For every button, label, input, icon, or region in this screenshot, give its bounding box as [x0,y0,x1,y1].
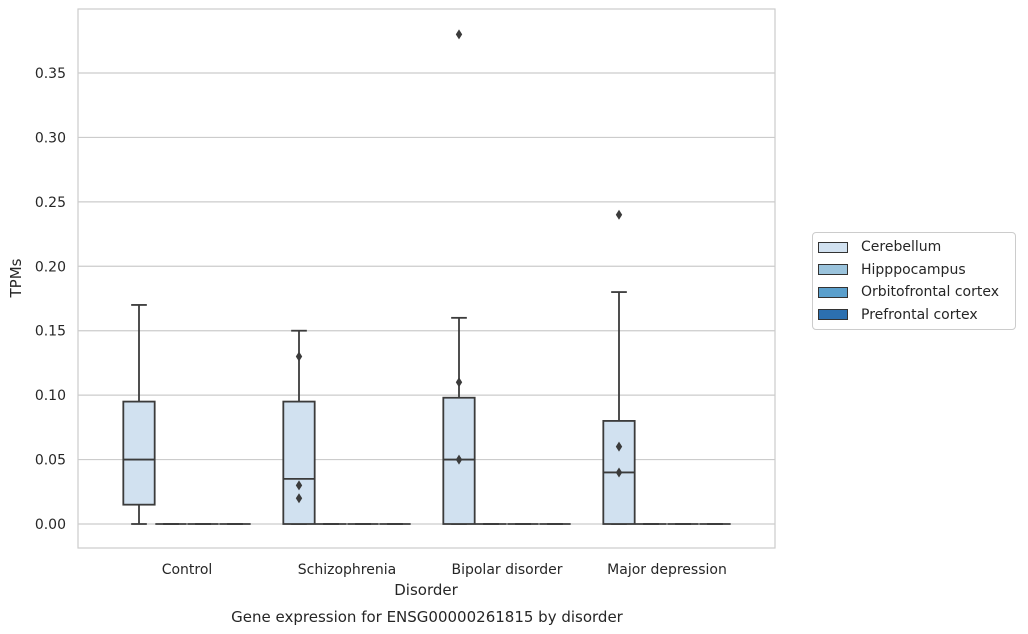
y-tick-label: 0.25 [35,195,66,211]
box-body [122,400,156,506]
legend-swatch [818,286,848,298]
y-axis-label: TPMs [7,258,25,298]
outlier-point [295,493,303,504]
box-layer [122,29,731,525]
x-tick-label: Bipolar disorder [451,562,562,578]
legend-swatch [818,241,848,253]
box-0-3 [602,209,636,525]
x-tick-label: Control [162,562,213,578]
x-tick-label: Schizophrenia [298,562,396,578]
outlier-point [455,29,463,40]
legend-swatch [818,309,848,321]
box-0-1 [282,329,316,525]
legend-label: Hipppocampus [861,261,966,278]
y-tick-label: 0.35 [35,66,66,82]
legend-label: Cerebellum [861,239,942,256]
outlier-point [615,441,623,452]
plot-frame [77,8,776,549]
box-body [282,400,316,525]
legend: Cerebellum Hipppocampus Orbitofrontal cort… [812,232,1016,330]
outlier-point [615,467,623,478]
box-0-2 [442,29,476,525]
outlier-point [295,351,303,362]
x-axis-label: Disorder [394,581,458,599]
legend-item: Cerebellum [813,236,1015,259]
y-tick-label: 0.05 [35,453,66,469]
plot-area [78,9,775,548]
legend-label: Prefrontal cortex [861,306,978,323]
y-axis: 0.00 0.05 0.10 0.15 0.20 0.25 0.30 0.35 [35,66,66,533]
y-tick-label: 0.00 [35,517,66,533]
outlier-point [455,377,463,388]
box-0-0 [122,304,156,525]
outlier-point [455,454,463,465]
outlier-point [295,480,303,491]
legend-item: Hipppocampus [813,259,1015,282]
legend-item: Orbitofrontal cortex [813,281,1015,304]
x-axis: Control Schizophrenia Bipolar disorder Majo… [162,562,727,578]
legend-swatch [818,264,848,276]
y-tick-label: 0.30 [35,130,66,146]
legend-label: Orbitofrontal cortex [861,284,999,301]
legend-item: Prefrontal cortex [813,304,1015,327]
x-tick-label: Major depression [607,562,727,578]
y-tick-label: 0.10 [35,388,66,404]
y-tick-label: 0.20 [35,259,66,275]
outlier-point [615,209,623,220]
chart-caption: Gene expression for ENSG00000261815 by d… [231,608,624,626]
y-tick-label: 0.15 [35,324,66,340]
